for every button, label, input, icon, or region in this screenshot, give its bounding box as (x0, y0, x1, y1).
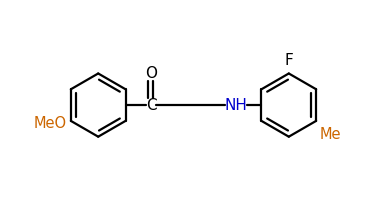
Text: C: C (146, 98, 157, 113)
Text: Me: Me (320, 127, 342, 142)
Text: MeO: MeO (34, 116, 67, 131)
Text: O: O (145, 66, 157, 81)
Text: F: F (284, 53, 293, 68)
Text: NH: NH (224, 98, 247, 113)
